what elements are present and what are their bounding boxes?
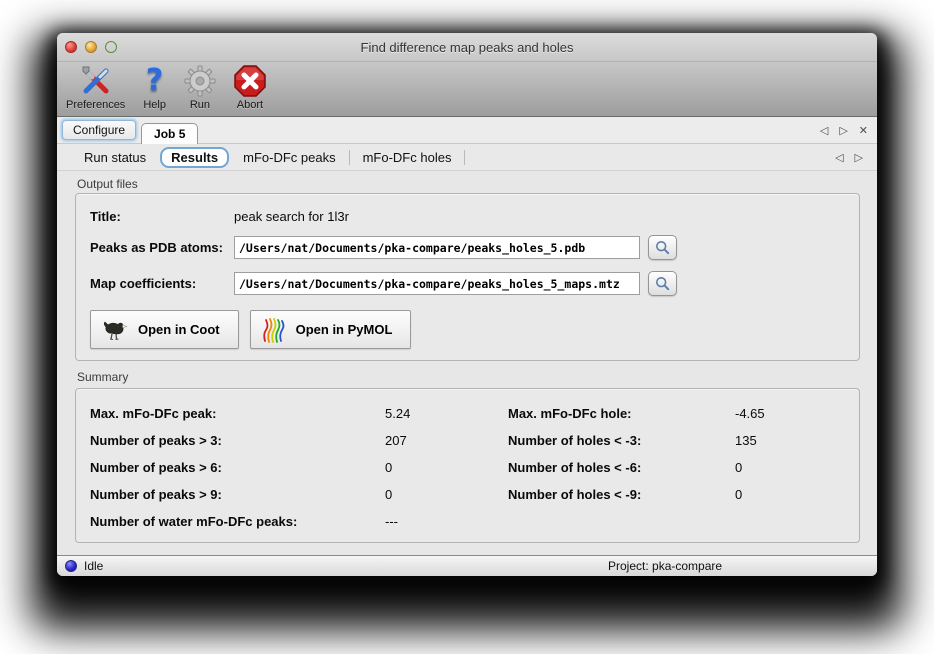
title-row: Title: peak search for 1l3r <box>90 209 845 224</box>
holes-lt6-value: 0 <box>735 460 743 475</box>
status-bar: Idle Project: pka-compare <box>57 555 877 576</box>
sub-tab-bar: Run status Results mFo-DFc peaks mFo-DFc… <box>57 144 877 171</box>
summary-row: Number of water mFo-DFc peaks: --- <box>90 514 845 529</box>
water-peaks-value: --- <box>385 514 398 529</box>
run-label: Run <box>189 99 211 111</box>
tab-results[interactable]: Results <box>160 146 230 168</box>
app-window: Find difference map peaks and holes Pref… <box>57 33 877 576</box>
sub-tab-nav: ◁ ▷ <box>835 144 863 170</box>
open-in-pymol-button[interactable]: Open in PyMOL <box>249 310 412 349</box>
tab-mfo-dfc-holes[interactable]: mFo-DFc holes <box>362 149 452 165</box>
tab-scroll-left-icon[interactable]: ◁ <box>819 123 829 137</box>
close-window-button[interactable] <box>65 41 77 53</box>
window-title: Find difference map peaks and holes <box>360 39 574 55</box>
project-label: Project: pka-compare <box>608 559 723 573</box>
peaks-gt3-value: 207 <box>385 433 407 448</box>
main-tab-bar: Configure Job 5 ◁ ▷ ✕ <box>57 117 877 144</box>
title-bar: Find difference map peaks and holes <box>57 33 877 62</box>
summary-row: Number of peaks > 6: 0 Number of holes <… <box>90 460 845 475</box>
tab-scroll-right-icon[interactable]: ▷ <box>839 123 848 137</box>
holes-lt3-value: 135 <box>735 433 757 448</box>
tab-run-status[interactable]: Run status <box>84 149 147 165</box>
peaks-pdb-path-input[interactable] <box>234 236 640 259</box>
toolbar: Preferences ? Help <box>57 62 877 117</box>
title-label: Title: <box>90 209 121 224</box>
status-text: Idle <box>84 559 104 573</box>
summary-groupbox: Max. mFo-DFc peak: 5.24 Max. mFo-DFc hol… <box>75 388 860 543</box>
holes-lt3-label: Number of holes < -3: <box>508 433 642 448</box>
gear-icon <box>184 63 216 99</box>
abort-label: Abort <box>236 99 264 111</box>
map-coefficients-row: Map coefficients: <box>90 271 845 296</box>
run-button[interactable]: Run <box>181 63 219 112</box>
peaks-gt3-label: Number of peaks > 3: <box>90 433 222 448</box>
abort-button[interactable]: Abort <box>231 63 269 112</box>
holes-lt6-label: Number of holes < -6: <box>508 460 642 475</box>
peaks-gt6-label: Number of peaks > 6: <box>90 460 222 475</box>
preferences-label: Preferences <box>66 99 126 111</box>
results-panel: Output files Title: peak search for 1l3r… <box>57 171 877 555</box>
preferences-button[interactable]: Preferences <box>63 63 128 112</box>
view-map-file-button[interactable] <box>648 271 677 296</box>
open-in-coot-button[interactable]: Open in Coot <box>90 310 239 349</box>
help-button[interactable]: ? Help <box>140 63 169 112</box>
main-tab-nav: ◁ ▷ ✕ <box>820 117 868 143</box>
holes-lt9-label: Number of holes < -9: <box>508 487 642 502</box>
traffic-lights <box>65 41 117 53</box>
summary-row: Number of peaks > 9: 0 Number of holes <… <box>90 487 845 502</box>
tab-close-icon[interactable]: ✕ <box>858 123 868 137</box>
summary-row: Number of peaks > 3: 207 Number of holes… <box>90 433 845 448</box>
magnifier-icon <box>655 276 670 291</box>
minimize-window-button[interactable] <box>85 41 97 53</box>
output-files-groupbox: Title: peak search for 1l3r Peaks as PDB… <box>75 193 860 361</box>
zoom-window-button[interactable] <box>105 41 117 53</box>
holes-lt9-value: 0 <box>735 487 743 502</box>
max-peak-label: Max. mFo-DFc peak: <box>90 406 217 421</box>
summary-section-title: Summary <box>77 370 129 384</box>
open-buttons-row: Open in Coot Open in PyMOL <box>90 310 845 349</box>
map-coefficients-label: Map coefficients: <box>90 276 197 291</box>
subtab-separator <box>464 149 466 165</box>
peaks-pdb-label: Peaks as PDB atoms: <box>90 240 223 255</box>
peaks-gt6-value: 0 <box>385 460 393 475</box>
help-label: Help <box>143 99 166 111</box>
tab-mfo-dfc-peaks[interactable]: mFo-DFc peaks <box>243 149 336 165</box>
pymol-ribbon-icon <box>262 317 285 343</box>
title-value: peak search for 1l3r <box>234 209 349 224</box>
max-hole-value: -4.65 <box>735 406 765 421</box>
tools-icon <box>79 63 113 99</box>
subtab-scroll-left-icon[interactable]: ◁ <box>835 150 844 164</box>
peaks-gt9-label: Number of peaks > 9: <box>90 487 222 502</box>
tab-configure[interactable]: Configure <box>62 120 137 140</box>
open-in-coot-label: Open in Coot <box>138 322 220 337</box>
status-orb-icon <box>65 560 77 572</box>
subtab-separator <box>348 149 350 165</box>
help-question-icon: ? <box>145 63 164 98</box>
tab-job-5[interactable]: Job 5 <box>141 122 199 144</box>
peaks-pdb-row: Peaks as PDB atoms: <box>90 235 845 260</box>
view-peaks-file-button[interactable] <box>648 235 677 260</box>
coot-bird-icon <box>103 321 128 340</box>
magnifier-icon <box>655 240 670 255</box>
max-hole-label: Max. mFo-DFc hole: <box>508 406 632 421</box>
map-coefficients-path-input[interactable] <box>234 272 640 295</box>
subtab-scroll-right-icon[interactable]: ▷ <box>854 150 863 164</box>
max-peak-value: 5.24 <box>385 406 411 421</box>
output-files-section-title: Output files <box>77 177 138 191</box>
open-in-pymol-label: Open in PyMOL <box>295 322 393 337</box>
abort-octagon-icon <box>234 63 266 99</box>
water-peaks-label: Number of water mFo-DFc peaks: <box>90 514 298 529</box>
summary-row: Max. mFo-DFc peak: 5.24 Max. mFo-DFc hol… <box>90 406 845 421</box>
peaks-gt9-value: 0 <box>385 487 393 502</box>
